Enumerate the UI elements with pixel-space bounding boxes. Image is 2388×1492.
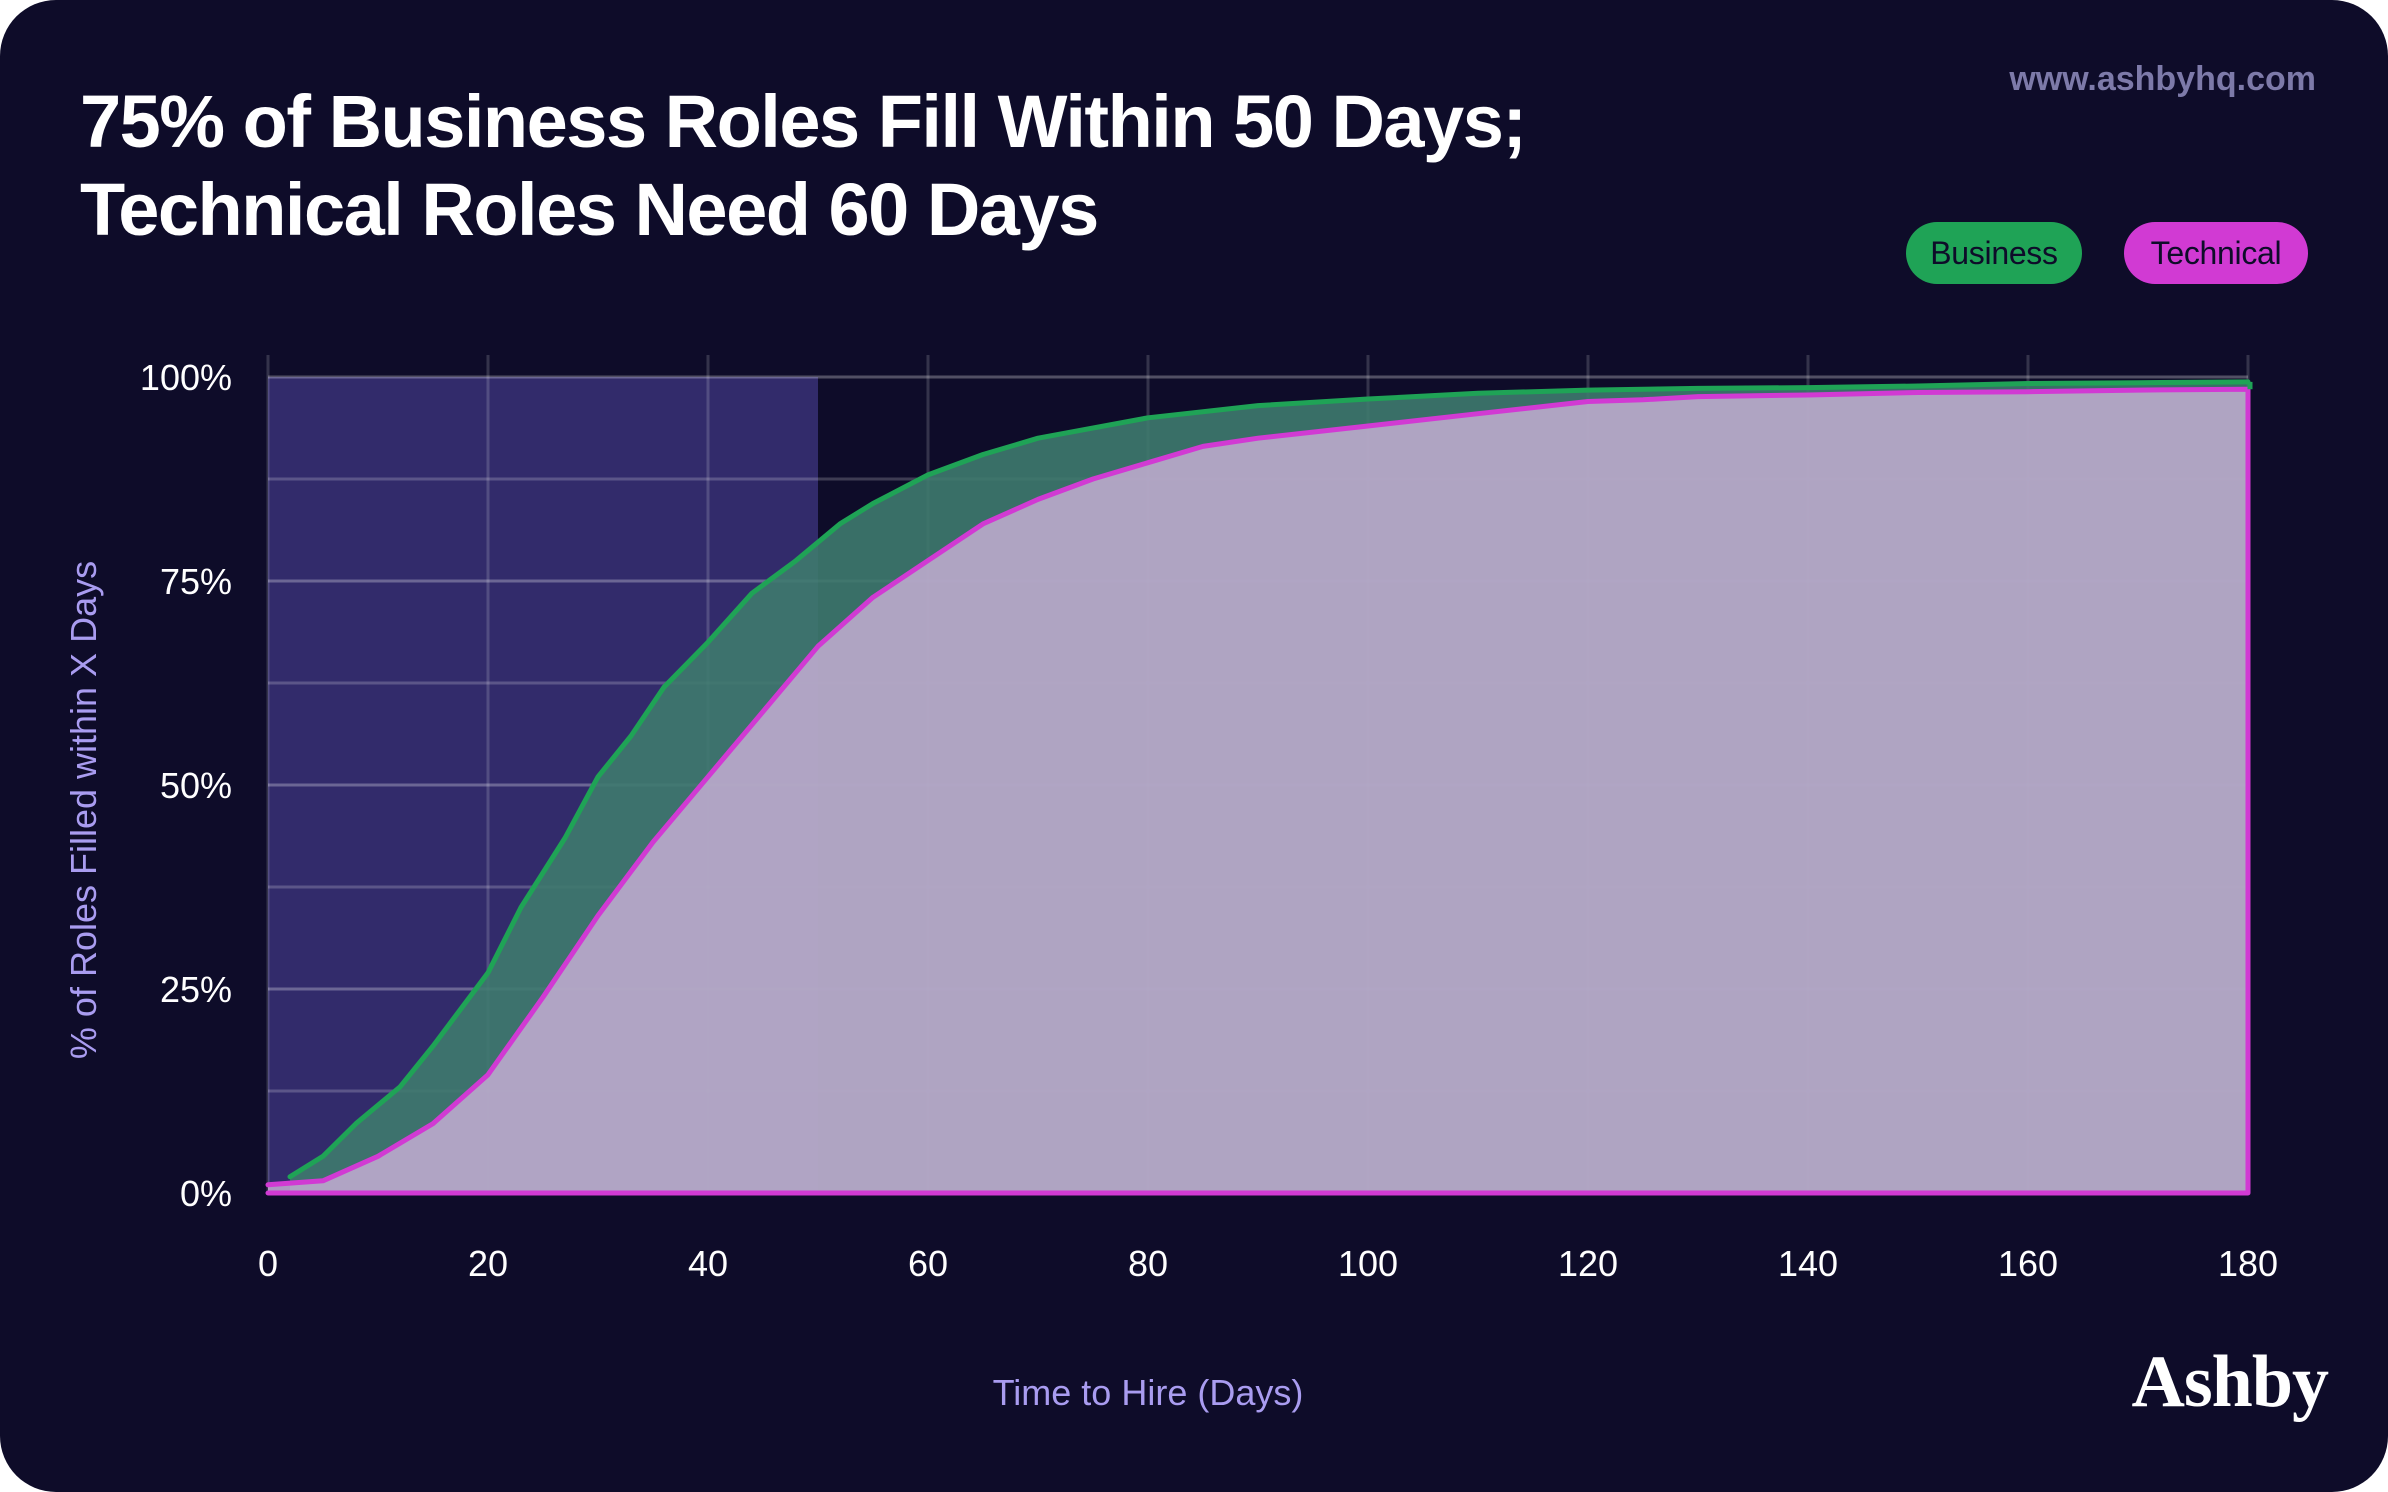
technical-area <box>268 389 2248 1193</box>
chart-title: 75% of Business Roles Fill Within 50 Day… <box>80 78 1730 254</box>
legend: Business Technical <box>1906 222 2308 284</box>
y-tick-label: 25% <box>160 969 232 1010</box>
website-url[interactable]: www.ashbyhq.com <box>2009 60 2316 98</box>
x-tick-label: 60 <box>908 1243 948 1284</box>
y-tick-label: 0% <box>180 1173 232 1214</box>
x-tick-label: 40 <box>688 1243 728 1284</box>
x-tick-label: 80 <box>1128 1243 1168 1284</box>
technical-line <box>265 386 2251 1196</box>
x-tick-label: 160 <box>1998 1243 2058 1284</box>
y-axis-label: % of Roles Filled within X Days <box>63 561 104 1059</box>
chart-title-line-2: Technical Roles Need 60 Days <box>80 168 1099 251</box>
x-tick-label: 140 <box>1778 1243 1838 1284</box>
x-tick-label: 20 <box>468 1243 508 1284</box>
y-tick-label: 50% <box>160 765 232 806</box>
business-line <box>287 379 2251 1180</box>
x-tick-label: 0 <box>258 1243 278 1284</box>
chart-title-line-1: 75% of Business Roles Fill Within 50 Day… <box>80 80 1527 163</box>
x-tick-label: 180 <box>2218 1243 2278 1284</box>
x-tick-label: 100 <box>1338 1243 1398 1284</box>
legend-business: Business <box>1906 222 2082 284</box>
y-tick-label: 75% <box>160 561 232 602</box>
ashby-logo: Ashby <box>2131 1341 2329 1423</box>
legend-technical: Technical <box>2124 222 2308 284</box>
x-axis-label: Time to Hire (Days) <box>993 1372 1304 1413</box>
x-tick-label: 120 <box>1558 1243 1618 1284</box>
y-tick-label: 100% <box>140 357 232 398</box>
